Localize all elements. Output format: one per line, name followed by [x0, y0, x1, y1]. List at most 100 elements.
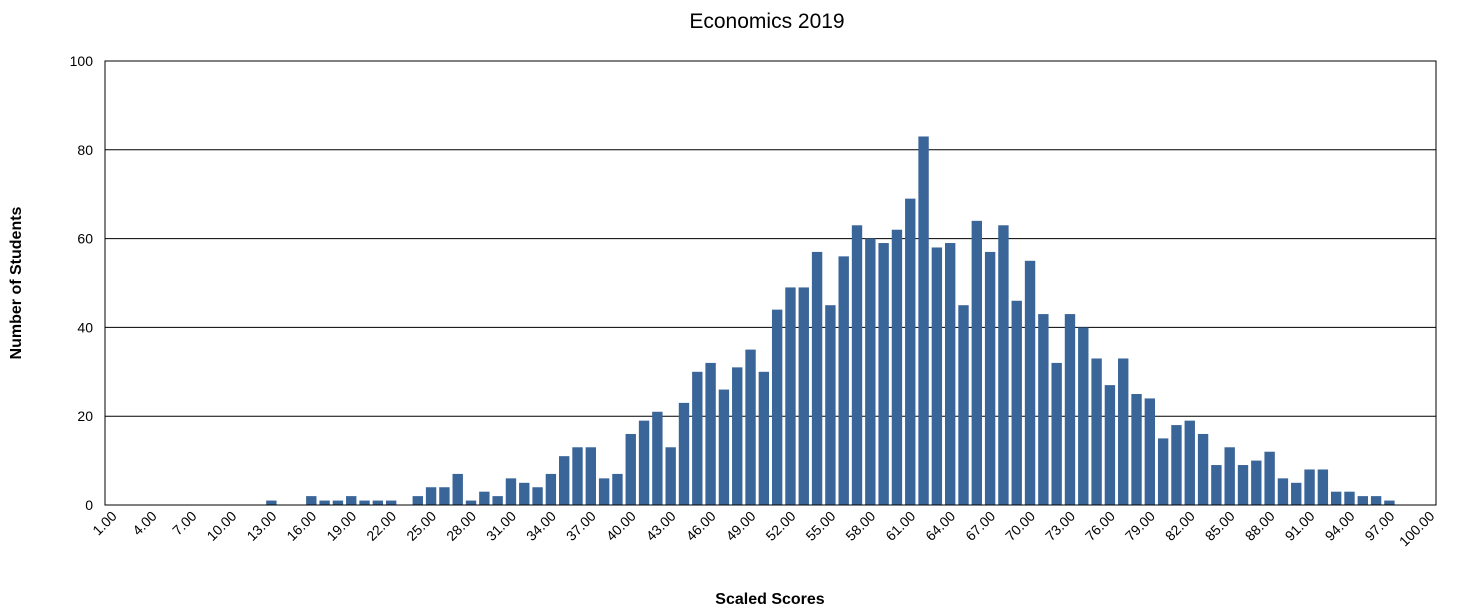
- bar: [585, 447, 597, 505]
- y-tick-label: 0: [85, 497, 93, 513]
- bar: [678, 402, 690, 505]
- bar: [705, 362, 716, 505]
- bar: [944, 243, 956, 506]
- x-axis-title: Scaled Scores: [715, 591, 825, 608]
- x-tick-label: 55.00: [802, 508, 838, 544]
- y-tick-label: 20: [77, 408, 93, 424]
- bar: [785, 287, 796, 505]
- x-tick-label: 16.00: [283, 508, 319, 544]
- bar: [332, 500, 344, 505]
- x-tick-labels: 1.00 4.00 7.00 10.00 13.00 16.00 19.00 22.00 25.…: [89, 508, 1437, 550]
- bar: [359, 500, 370, 505]
- y-tick-labels: 0 20 40 60 80 100: [70, 53, 94, 513]
- bar: [439, 487, 450, 505]
- bar: [1197, 433, 1209, 505]
- bar: [598, 478, 610, 505]
- bar: [931, 247, 943, 506]
- bar: [465, 500, 477, 505]
- x-tick-label: 100.00: [1396, 508, 1438, 550]
- bar: [1024, 260, 1036, 505]
- bar: [851, 225, 863, 505]
- bar: [865, 238, 876, 505]
- x-tick-label: 70.00: [1002, 508, 1038, 544]
- bar: [1304, 469, 1315, 505]
- bar: [1370, 496, 1382, 505]
- x-tick-label: 25.00: [403, 508, 439, 544]
- x-tick-label: 64.00: [922, 508, 958, 544]
- y-tick-label: 40: [77, 319, 93, 335]
- x-tick-label: 31.00: [483, 508, 519, 544]
- x-tick-label: 94.00: [1322, 508, 1358, 544]
- bar: [918, 136, 929, 506]
- bar: [1251, 460, 1262, 505]
- bar: [718, 389, 730, 505]
- bar: [1330, 491, 1342, 505]
- bar: [1224, 447, 1235, 505]
- bar: [838, 256, 849, 505]
- bar: [625, 433, 636, 505]
- bar: [492, 496, 503, 505]
- bar: [1078, 327, 1089, 505]
- x-tick-label: 40.00: [603, 508, 639, 544]
- bar: [479, 491, 490, 505]
- x-tick-label: 46.00: [683, 508, 719, 544]
- x-tick-label: 7.00: [169, 508, 200, 539]
- bar: [984, 251, 996, 505]
- bar: [612, 473, 623, 505]
- gridlines: [105, 149, 1436, 417]
- bar: [891, 229, 903, 505]
- bar: [1064, 314, 1076, 505]
- bar: [998, 225, 1009, 505]
- bar: [1291, 482, 1302, 505]
- bar: [532, 487, 543, 505]
- bar: [505, 478, 517, 505]
- bar: [412, 496, 423, 505]
- bar: [958, 305, 969, 505]
- x-tick-label: 97.00: [1361, 508, 1397, 544]
- x-tick-label: 49.00: [723, 508, 759, 544]
- bar: [452, 473, 463, 505]
- x-tick-label: 10.00: [203, 508, 239, 544]
- x-tick-label: 22.00: [363, 508, 399, 544]
- bar: [971, 220, 982, 505]
- bar: [1011, 300, 1022, 505]
- y-tick-label: 60: [77, 231, 93, 247]
- x-tick-label: 73.00: [1042, 508, 1078, 544]
- bar: [266, 500, 277, 505]
- bar: [811, 251, 823, 505]
- x-tick-label: 37.00: [563, 508, 599, 544]
- bar: [545, 473, 557, 505]
- x-tick-label: 34.00: [523, 508, 559, 544]
- x-tick-label: 76.00: [1082, 508, 1118, 544]
- y-axis-title: Number of Students: [8, 206, 25, 359]
- bar: [1317, 469, 1329, 505]
- y-tick-label: 80: [77, 142, 93, 158]
- x-tick-label: 28.00: [443, 508, 479, 544]
- bar: [745, 349, 756, 505]
- bar: [319, 500, 330, 505]
- bar: [665, 447, 676, 505]
- bar: [758, 371, 770, 505]
- bar: [572, 447, 583, 505]
- bar: [519, 482, 530, 505]
- x-tick-label: 88.00: [1242, 508, 1278, 544]
- bar: [1211, 465, 1222, 505]
- x-tick-label: 13.00: [243, 508, 279, 544]
- x-tick-label: 19.00: [323, 508, 359, 544]
- bar: [771, 309, 783, 505]
- bar: [1104, 385, 1116, 505]
- bar: [1144, 398, 1156, 505]
- bars: [266, 136, 1395, 506]
- x-tick-label: 67.00: [962, 508, 998, 544]
- bar: [1264, 451, 1275, 505]
- plot-area-frame: [104, 60, 1437, 506]
- bar: [1038, 314, 1049, 505]
- bar: [1357, 496, 1368, 505]
- x-tick-label: 1.00: [89, 508, 120, 539]
- bar: [825, 305, 836, 505]
- x-tick-label: 43.00: [643, 508, 679, 544]
- x-tick-label: 52.00: [762, 508, 798, 544]
- bar: [692, 371, 703, 505]
- bar: [1157, 438, 1169, 505]
